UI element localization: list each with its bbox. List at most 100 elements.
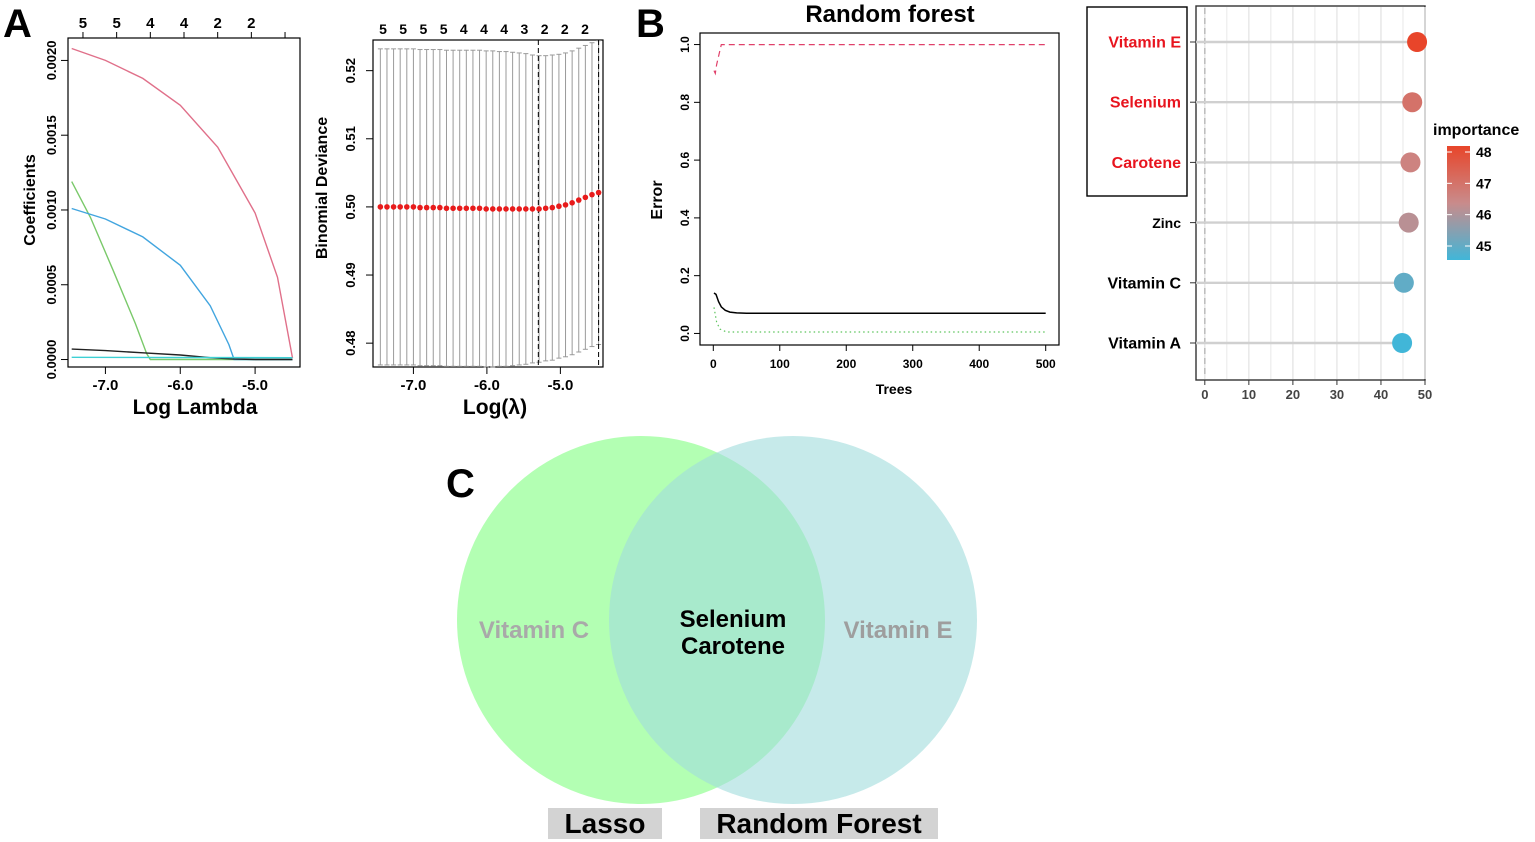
coef-top-tick-label: 2 (214, 15, 222, 32)
deviance-top-tick-label: 5 (399, 21, 407, 37)
highlighted-features-box (1086, 6, 1188, 197)
colorbar-tick-label: 46 (1476, 207, 1492, 223)
venn-shared-label-1: Selenium (680, 606, 787, 633)
deviance-point (496, 206, 503, 212)
deviance-xtick-label: -7.0 (400, 377, 426, 394)
importance-colorbar (1447, 146, 1470, 260)
coef-ytick-label: 0.0020 (44, 41, 59, 81)
panel-label-c: C (446, 462, 475, 506)
importance-dot (1392, 333, 1413, 353)
rf-ytick-label: 0.2 (678, 267, 692, 284)
deviance-point (503, 206, 509, 212)
importance-feature-label: Vitamin E (1108, 35, 1181, 52)
deviance-point (516, 206, 523, 212)
deviance-top-tick-label: 2 (541, 21, 549, 37)
deviance-top-tick-label: 4 (460, 21, 468, 37)
deviance-point (463, 205, 470, 212)
rf-error-ylabel: Error (649, 180, 666, 219)
venn-right-name-box (700, 808, 938, 839)
lasso-coef-xlabel: Log Lambda (133, 396, 258, 419)
lasso-coef-plot-frame (67, 37, 301, 368)
deviance-point (589, 191, 595, 198)
deviance-point (582, 194, 589, 201)
rf-ytick-label: 0.4 (678, 209, 692, 226)
deviance-point (377, 204, 384, 210)
deviance-point (430, 204, 437, 211)
lasso-dev-xlabel: Log(λ) (463, 396, 527, 419)
coef-ytick-label: 0.0010 (44, 190, 59, 230)
deviance-point (384, 204, 390, 210)
rf-error-xlabel: Trees (876, 381, 913, 397)
rf-ytick-label: 0.0 (678, 325, 692, 342)
deviance-point (397, 204, 403, 210)
coef-top-tick-label: 4 (146, 15, 155, 32)
deviance-point (549, 204, 556, 211)
lasso-dev-ylabel: Binomial Deviance (314, 117, 331, 259)
importance-xtick-label: 30 (1330, 387, 1344, 402)
deviance-point (595, 189, 602, 196)
rf-error-chart: Random forest 0 100 200 300 400 500 0.0 0.2 0.4… (649, 1, 1060, 397)
importance-dot (1402, 92, 1423, 113)
importance-xtick-label: 10 (1242, 387, 1256, 402)
deviance-point (410, 204, 417, 210)
coef-ytick-label: 0.0000 (44, 340, 59, 380)
venn-left-name-box (548, 808, 662, 839)
coef-ytick-label: 0.0005 (44, 265, 59, 305)
deviance-point (437, 204, 443, 211)
deviance-point (390, 204, 397, 210)
importance-dot (1407, 32, 1428, 52)
venn-right-only-label: Vitamin E (844, 617, 953, 644)
importance-plot-panel (1195, 5, 1426, 381)
panel-label-b: B (636, 2, 665, 46)
deviance-point (423, 204, 430, 211)
rf-ytick-label: 0.8 (678, 94, 692, 111)
deviance-point (569, 200, 575, 206)
coef-xtick-label: -7.0 (92, 377, 118, 394)
deviance-point (476, 205, 483, 212)
deviance-point (536, 206, 542, 212)
importance-dot (1393, 272, 1414, 293)
deviance-ytick-label: 0.49 (343, 262, 358, 287)
importance-feature-label: Vitamin C (1108, 275, 1182, 292)
deviance-top-tick-label: 2 (581, 21, 589, 37)
deviance-top-tick-label: 5 (379, 21, 387, 37)
deviance-point (562, 202, 569, 208)
rf-error-plot-frame (699, 32, 1060, 346)
coef-path-series-1 (71, 47, 294, 359)
rf-xtick-label: 400 (969, 357, 989, 371)
deviance-point (542, 205, 549, 212)
rf-error-series-2 (713, 292, 1046, 314)
importance-feature-label: Selenium (1110, 95, 1181, 112)
importance-xtick-label: 50 (1418, 387, 1432, 402)
deviance-point (483, 206, 489, 212)
importance-feature-label: Zinc (1152, 215, 1181, 231)
deviance-point (529, 206, 536, 212)
coef-path-series-4 (71, 348, 293, 361)
rf-xtick-label: 100 (770, 357, 790, 371)
panel-label-a: A (3, 2, 32, 46)
coef-ytick-label: 0.0015 (44, 115, 59, 155)
deviance-ytick-label: 0.51 (343, 126, 358, 151)
deviance-point (443, 205, 450, 212)
deviance-top-tick-label: 5 (420, 21, 428, 37)
importance-legend-title: importance (1433, 122, 1519, 139)
coef-top-tick-label: 2 (247, 15, 255, 32)
deviance-point (509, 206, 516, 212)
rf-ytick-label: 1.0 (678, 36, 692, 53)
rf-xtick-label: 300 (903, 357, 923, 371)
coef-top-tick-label: 5 (112, 15, 120, 32)
rf-importance-chart: Vitamin E Selenium Carotene Zinc Vitamin C Vi… (1086, 5, 1519, 402)
coef-path-series-2 (71, 181, 293, 361)
deviance-point (470, 205, 476, 212)
deviance-point (450, 205, 456, 212)
lasso-coefficient-chart: -7.0 -6.0 -5.0 0.0000 0.0005 0.0010 0.0015 0.0… (22, 15, 301, 419)
venn-left-only-label: Vitamin C (479, 617, 589, 644)
importance-dot (1398, 212, 1419, 233)
venn-right-circle (609, 436, 977, 804)
venn-right-name: Random Forest (716, 808, 921, 839)
deviance-top-tick-label: 3 (521, 21, 529, 37)
importance-dot (1400, 152, 1421, 173)
rf-xtick-label: 200 (836, 357, 856, 371)
